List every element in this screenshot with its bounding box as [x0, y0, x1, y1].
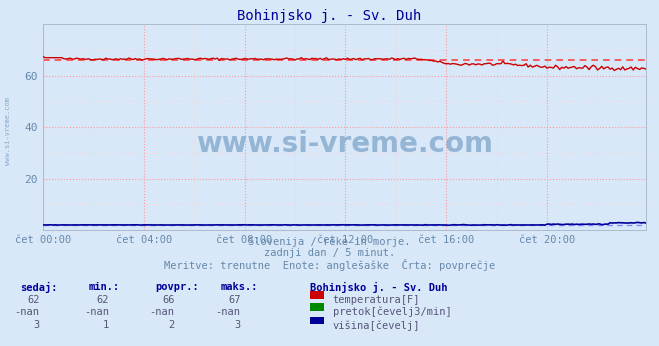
Text: Slovenija / reke in morje.: Slovenija / reke in morje. [248, 237, 411, 247]
Text: 2: 2 [169, 320, 175, 330]
Text: povpr.:: povpr.: [155, 282, 198, 292]
Text: 3: 3 [34, 320, 40, 330]
Text: zadnji dan / 5 minut.: zadnji dan / 5 minut. [264, 248, 395, 258]
Text: 66: 66 [162, 295, 175, 305]
Text: Meritve: trenutne  Enote: anglešaške  Črta: povprečje: Meritve: trenutne Enote: anglešaške Črta… [164, 259, 495, 271]
Text: Bohinjsko j. - Sv. Duh: Bohinjsko j. - Sv. Duh [237, 9, 422, 22]
Text: min.:: min.: [89, 282, 120, 292]
Text: www.si-vreme.com: www.si-vreme.com [196, 130, 493, 158]
Text: 1: 1 [103, 320, 109, 330]
Text: -nan: -nan [84, 307, 109, 317]
Text: -nan: -nan [215, 307, 241, 317]
Text: višina[čevelj]: višina[čevelj] [333, 320, 420, 330]
Text: temperatura[F]: temperatura[F] [333, 295, 420, 305]
Text: 67: 67 [228, 295, 241, 305]
Text: pretok[čevelj3/min]: pretok[čevelj3/min] [333, 307, 451, 317]
Text: 3: 3 [235, 320, 241, 330]
Text: 62: 62 [27, 295, 40, 305]
Text: Bohinjsko j. - Sv. Duh: Bohinjsko j. - Sv. Duh [310, 282, 447, 293]
Text: maks.:: maks.: [221, 282, 258, 292]
Text: www.si-vreme.com: www.si-vreme.com [5, 98, 11, 165]
Text: 62: 62 [96, 295, 109, 305]
Text: sedaj:: sedaj: [20, 282, 57, 293]
Text: -nan: -nan [150, 307, 175, 317]
Text: -nan: -nan [14, 307, 40, 317]
